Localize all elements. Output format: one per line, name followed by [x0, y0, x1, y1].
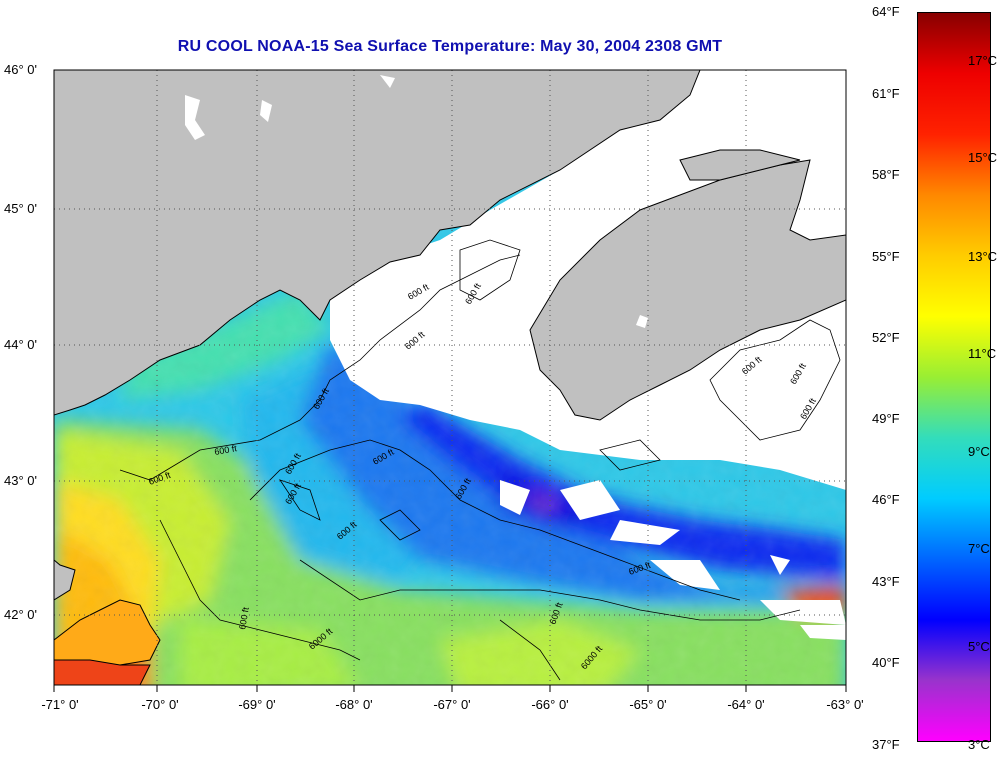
colorbar-fahrenheit-label: 61°F — [872, 86, 900, 101]
map-frame — [53, 69, 847, 686]
colorbar-celsius-label: 15°C — [968, 150, 998, 165]
contour-label: 600 ft — [237, 606, 251, 630]
lat-label: 43° 0' — [4, 473, 37, 488]
lat-lon-grid — [54, 70, 846, 685]
land-mass — [54, 70, 846, 685]
lon-label: -71° 0' — [41, 697, 79, 712]
lat-label: 46° 0' — [4, 62, 37, 77]
lon-label: -64° 0' — [727, 697, 765, 712]
lon-label: -63° 0' — [826, 697, 864, 712]
colorbar-fahrenheit-label: 49°F — [872, 411, 900, 426]
colorbar-celsius-label: 11°C — [968, 346, 997, 361]
lon-label: -67° 0' — [433, 697, 471, 712]
temperature-colorbar — [917, 12, 991, 742]
colorbar-fahrenheit-label: 37°F — [872, 737, 900, 752]
colorbar-celsius-label: 9°C — [968, 444, 990, 459]
map-title: RU COOL NOAA-15 Sea Surface Temperature:… — [177, 38, 723, 55]
lon-label: -69° 0' — [238, 697, 276, 712]
lon-label: -65° 0' — [629, 697, 667, 712]
colorbar-celsius-label: 5°C — [968, 639, 990, 654]
colorbar-fahrenheit-label: 40°F — [872, 655, 900, 670]
colorbar-celsius-label: 3°C — [968, 737, 990, 752]
colorbar-fahrenheit-label: 43°F — [872, 574, 900, 589]
lon-label: -68° 0' — [335, 697, 373, 712]
colorbar-celsius-label: 7°C — [968, 541, 990, 556]
lat-label: 42° 0' — [4, 607, 37, 622]
lon-label: -70° 0' — [141, 697, 179, 712]
colorbar-celsius-label: 17°C — [968, 53, 998, 68]
colorbar-celsius-label: 13°C — [968, 249, 998, 264]
sst-map: 600 ft 600 ft 600 ft 600 ft 600 ft 600 f… — [53, 69, 847, 692]
colorbar-fahrenheit-label: 64°F — [872, 4, 900, 19]
bathymetry-contours — [119, 239, 841, 681]
colorbar-fahrenheit-label: 52°F — [872, 330, 900, 345]
contour-label: 600 ft — [214, 443, 238, 457]
colorbar-fahrenheit-label: 55°F — [872, 249, 900, 264]
lon-label: -66° 0' — [531, 697, 569, 712]
lat-label: 44° 0' — [4, 337, 37, 352]
axis-ticks — [53, 685, 847, 692]
lat-label: 45° 0' — [4, 201, 37, 216]
colorbar-fahrenheit-label: 46°F — [872, 492, 900, 507]
colorbar-fahrenheit-label: 58°F — [872, 167, 900, 182]
